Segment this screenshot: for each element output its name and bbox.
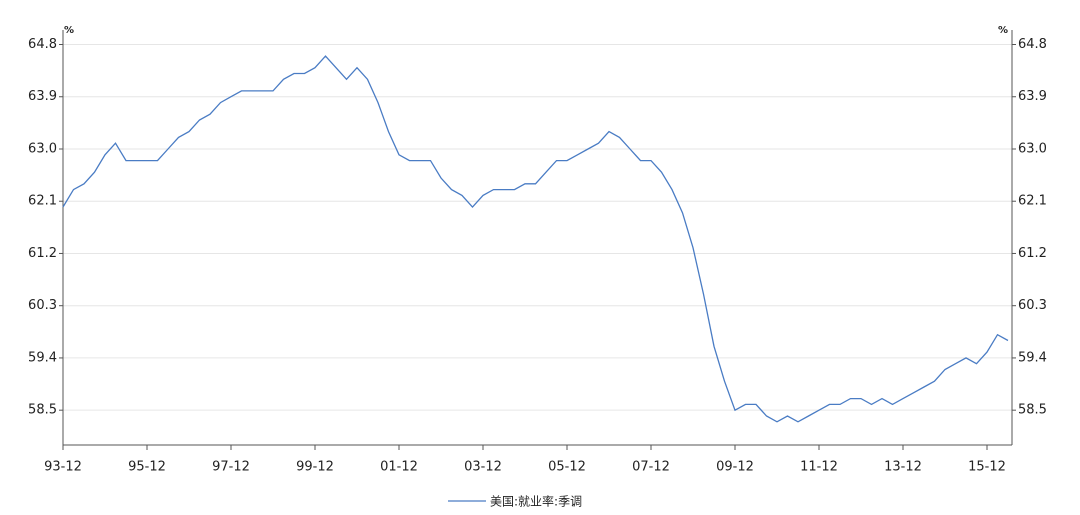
x-tick-label: 99-12	[296, 460, 334, 475]
x-tick-label: 93-12	[44, 460, 82, 475]
y2-tick-label: 61.2	[1018, 246, 1047, 261]
y2-tick-label: 63.9	[1018, 89, 1047, 104]
legend-label: 美国:就业率:季调	[490, 494, 582, 509]
left-unit: %	[64, 25, 74, 36]
y-tick-label: 60.3	[28, 298, 57, 313]
y-tick-label: 63.9	[28, 89, 57, 104]
y2-tick-label: 60.3	[1018, 298, 1047, 313]
x-tick-label: 05-12	[548, 460, 586, 475]
x-tick-label: 01-12	[380, 460, 418, 475]
right-unit: %	[998, 25, 1008, 36]
y-tick-label: 59.4	[28, 350, 57, 365]
x-tick-label: 15-12	[968, 460, 1006, 475]
y2-tick-label: 64.8	[1018, 37, 1047, 52]
y-tick-label: 64.8	[28, 37, 57, 52]
x-tick-label: 07-12	[632, 460, 670, 475]
y-tick-label: 62.1	[28, 194, 57, 209]
y-tick-label: 58.5	[28, 403, 57, 418]
x-tick-label: 97-12	[212, 460, 250, 475]
data-line	[62, 55, 1009, 423]
y2-tick-label: 59.4	[1018, 350, 1047, 365]
y-tick-label: 61.2	[28, 246, 57, 261]
x-tick-label: 11-12	[800, 460, 838, 475]
x-tick-label: 13-12	[884, 460, 922, 475]
y2-tick-label: 62.1	[1018, 194, 1047, 209]
y2-tick-label: 63.0	[1018, 141, 1047, 156]
y-tick-label: 63.0	[28, 141, 57, 156]
x-tick-label: 95-12	[128, 460, 166, 475]
y2-tick-label: 58.5	[1018, 403, 1047, 418]
x-tick-label: 03-12	[464, 460, 502, 475]
x-tick-label: 09-12	[716, 460, 754, 475]
